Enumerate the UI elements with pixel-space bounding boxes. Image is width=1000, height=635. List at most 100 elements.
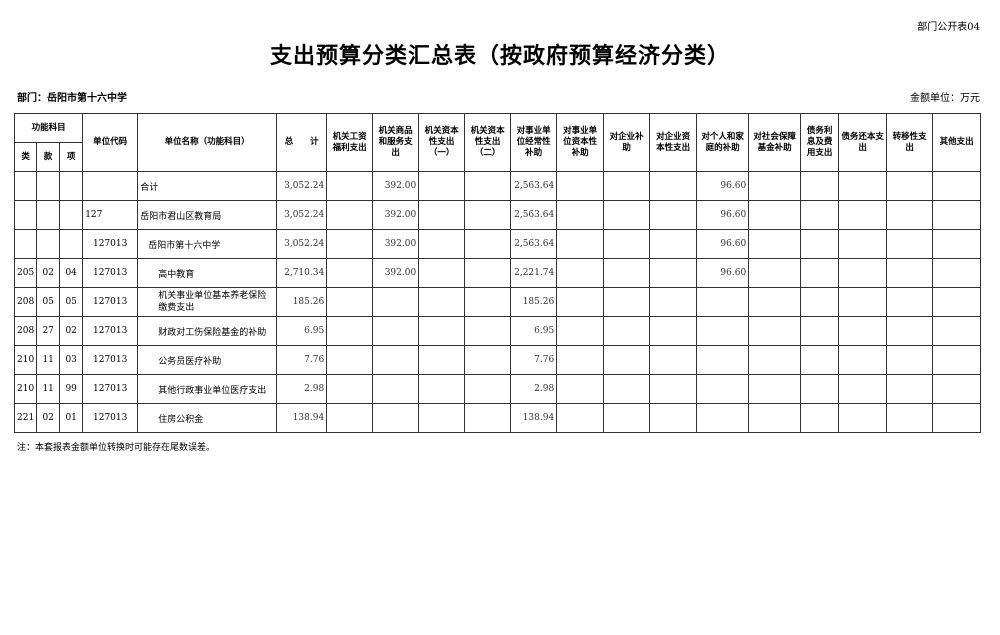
cell-value: 96.60	[696, 171, 750, 201]
cell-value	[372, 345, 420, 375]
table-row: 127 岳阳市君山区教育局 3,052.24 392.00 2,563.64 96.60	[13, 200, 982, 230]
cell-value	[649, 374, 698, 404]
cell-value	[932, 200, 982, 230]
cell-value: 2.98	[510, 374, 558, 404]
cell-value	[800, 316, 840, 346]
cell-value	[649, 345, 698, 375]
cell-value	[800, 287, 840, 317]
cell-value	[326, 258, 374, 288]
cell-value	[556, 258, 605, 288]
cell-value	[932, 345, 982, 375]
cell-lei: 210	[13, 345, 38, 375]
header-col: 对企业资本性支出	[649, 113, 698, 172]
cell-value	[886, 258, 934, 288]
cell-value	[603, 200, 651, 230]
cell-value	[649, 229, 698, 259]
cell-value	[326, 287, 374, 317]
cell-code: 127	[82, 200, 139, 230]
cell-value: 392.00	[372, 171, 420, 201]
table-row: 221 02 01 127013 住房公积金 138.94 138.94	[13, 403, 982, 433]
cell-value	[886, 229, 934, 259]
cell-code: 127013	[82, 316, 139, 346]
cell-value	[886, 171, 934, 201]
cell-value	[838, 200, 888, 230]
cell-value	[464, 258, 512, 288]
header-kuan: 款	[36, 142, 61, 172]
cell-value	[932, 287, 982, 317]
header-col: 对事业单位经常性补助	[510, 113, 558, 172]
cell-total: 7.76	[276, 345, 328, 375]
cell-name: 公务员医疗补助	[137, 345, 278, 375]
cell-value	[649, 171, 698, 201]
cell-value	[932, 258, 982, 288]
header-col: 转移性支出	[886, 113, 934, 172]
cell-value	[838, 345, 888, 375]
cell-value	[838, 258, 888, 288]
cell-xiang: 03	[59, 345, 84, 375]
cell-kuan: 02	[36, 403, 61, 433]
cell-value	[556, 287, 605, 317]
cell-value	[556, 200, 605, 230]
cell-xiang	[59, 171, 84, 201]
cell-name: 合计	[137, 171, 278, 201]
header-col: 其他支出	[932, 113, 982, 172]
cell-value	[838, 229, 888, 259]
header-func-subject: 功能科目	[13, 113, 84, 143]
cell-xiang: 04	[59, 258, 84, 288]
cell-code: 127013	[82, 374, 139, 404]
cell-value	[932, 403, 982, 433]
cell-value	[886, 345, 934, 375]
cell-value	[800, 258, 840, 288]
cell-kuan: 27	[36, 316, 61, 346]
cell-value	[326, 229, 374, 259]
cell-name: 财政对工伤保险基金的补助	[137, 316, 278, 346]
cell-value	[418, 374, 466, 404]
cell-value	[464, 345, 512, 375]
cell-value	[464, 374, 512, 404]
header-col: 机关资本性支出（一）	[418, 113, 466, 172]
header-col: 机关工资福利支出	[326, 113, 374, 172]
footnote: 注：本套报表金额单位转换时可能存在尾数误差。	[17, 443, 216, 453]
cell-value	[603, 229, 651, 259]
cell-value	[418, 229, 466, 259]
cell-name: 岳阳市君山区教育局	[137, 200, 278, 230]
department-label: 部门：岳阳市第十六中学	[17, 93, 127, 104]
header-unit-name: 单位名称（功能科目）	[137, 113, 278, 172]
cell-name: 住房公积金	[137, 403, 278, 433]
form-code: 部门公开表04	[917, 22, 980, 33]
cell-lei	[13, 171, 38, 201]
cell-value	[418, 345, 466, 375]
cell-value	[932, 374, 982, 404]
cell-value	[464, 287, 512, 317]
cell-value	[326, 316, 374, 346]
header-col: 对社会保障基金补助	[748, 113, 802, 172]
page-title: 支出预算分类汇总表（按政府预算经济分类）	[269, 44, 730, 69]
cell-value	[464, 229, 512, 259]
cell-xiang	[59, 229, 84, 259]
cell-value: 6.95	[510, 316, 558, 346]
cell-value	[932, 229, 982, 259]
cell-value: 185.26	[510, 287, 558, 317]
cell-value	[649, 287, 698, 317]
cell-total: 2.98	[276, 374, 328, 404]
cell-value: 96.60	[696, 229, 750, 259]
header-xiang: 项	[59, 142, 84, 172]
cell-code: 127013	[82, 287, 139, 317]
cell-value	[556, 345, 605, 375]
cell-value	[556, 316, 605, 346]
cell-value	[649, 316, 698, 346]
cell-value	[556, 374, 605, 404]
cell-name: 高中教育	[137, 258, 278, 288]
cell-value	[556, 229, 605, 259]
header-col: 债务利息及费用支出	[800, 113, 840, 172]
cell-value	[800, 403, 840, 433]
cell-lei: 210	[13, 374, 38, 404]
cell-value	[748, 171, 802, 201]
cell-value	[556, 171, 605, 201]
cell-value: 138.94	[510, 403, 558, 433]
cell-lei: 208	[13, 287, 38, 317]
cell-value	[838, 403, 888, 433]
header-col: 债务还本支出	[838, 113, 888, 172]
cell-value	[649, 200, 698, 230]
